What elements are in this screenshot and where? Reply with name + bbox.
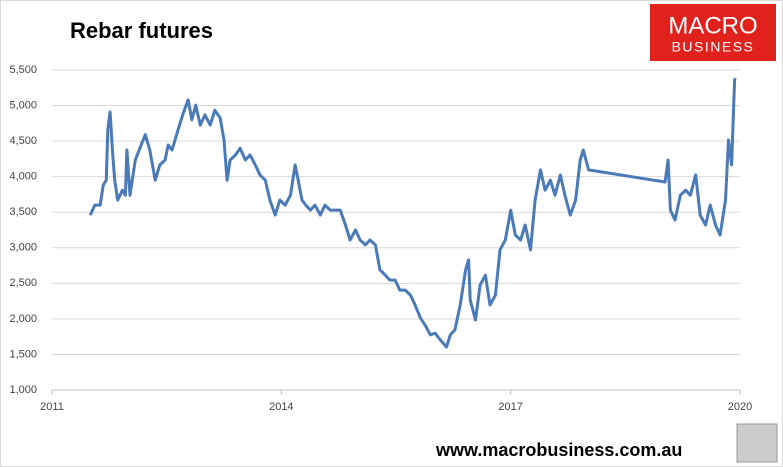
x-tick-label: 2014 bbox=[269, 401, 293, 413]
x-tick-label: 2017 bbox=[498, 401, 522, 413]
y-tick-label: 5,500 bbox=[9, 64, 37, 76]
y-tick-label: 2,500 bbox=[9, 277, 37, 289]
y-tick-label: 4,500 bbox=[9, 135, 37, 147]
logo-box bbox=[650, 4, 776, 61]
wolf-icon bbox=[736, 423, 778, 463]
y-tick-label: 3,500 bbox=[9, 206, 37, 218]
series-line bbox=[88, 77, 737, 349]
footer: www.macrobusiness.com.au bbox=[435, 440, 682, 460]
chart-title: Rebar futures bbox=[70, 18, 213, 43]
x-tick-label: 2011 bbox=[40, 401, 64, 413]
y-tick-label: 2,000 bbox=[9, 313, 37, 325]
logo-line2: BUSINESS bbox=[672, 39, 755, 55]
y-tick-label: 5,000 bbox=[9, 99, 37, 111]
y-tick-label: 1,000 bbox=[9, 384, 37, 396]
y-tick-label: 3,000 bbox=[9, 242, 37, 254]
y-tick-label: 1,500 bbox=[9, 348, 37, 360]
logo-line1: MACRO bbox=[668, 12, 757, 39]
y-tick-label: 4,000 bbox=[9, 171, 37, 183]
x-tick-label: 2020 bbox=[728, 401, 752, 413]
